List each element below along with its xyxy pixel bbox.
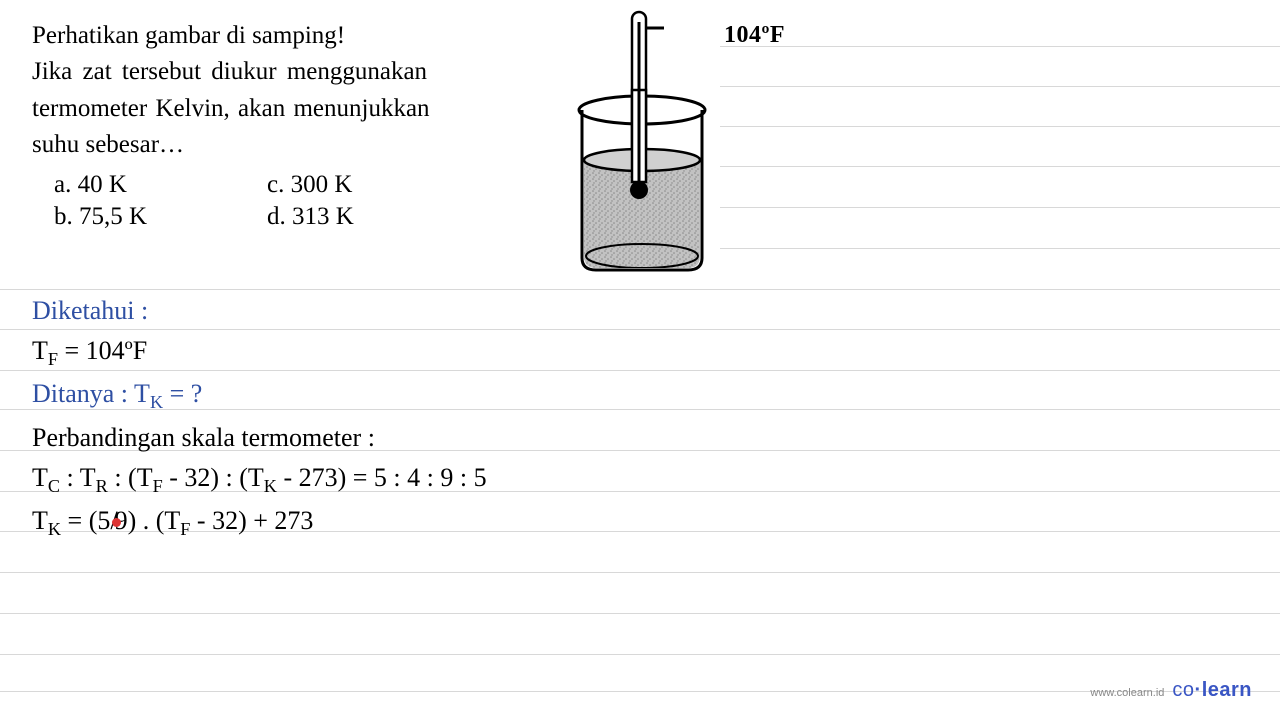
rule-line [0,654,1280,655]
subscript: F [48,349,58,369]
prompt-line: Perhatikan gambar di samping! [32,22,345,49]
question-block: Perhatikan gambar di samping! Jika zat t… [32,18,502,233]
footer: www.colearn.id co·learn [1090,679,1252,702]
text: = 104ºF [58,336,147,365]
option-c: c. 300 K [267,169,502,201]
solution-line-6: TK = (5/9) . (TF - 32) + 273 [32,501,1232,543]
answer-options: a. 40 K c. 300 K b. 75,5 K d. 313 K [32,169,502,233]
rule-line [720,207,1280,208]
text: = (5/ [61,506,118,535]
logo-text: co [1172,679,1194,701]
logo-text: learn [1202,679,1252,701]
solution-line-4: Perbandingan skala termometer : [32,418,1232,457]
question-prompt: Perhatikan gambar di samping! Jika zat t… [32,18,502,163]
text: Ditanya : T [32,379,150,408]
option-a: a. 40 K [32,169,267,201]
text: = ? [163,379,202,408]
prompt-line: Jika zat tersebut diukur menggunakan [32,58,427,85]
footer-url: www.colearn.id [1090,687,1164,699]
rule-line [0,572,1280,573]
rule-line [720,166,1280,167]
text: 9) . (TF - 32) + 273 [115,506,314,535]
prompt-line: suhu sebesar… [32,131,184,158]
subscript: K [48,520,61,540]
rule-line [720,86,1280,87]
rule-line [720,248,1280,249]
rule-line [720,126,1280,127]
option-b: b. 75,5 K [32,201,267,233]
rule-line [720,46,1280,47]
logo-dot: · [1195,679,1202,701]
text: T [32,336,48,365]
solution-line-3: Ditanya : TK = ? [32,374,1232,416]
solution-line-1: Diketahui : [32,291,1232,330]
rule-line [0,613,1280,614]
brand-logo: co·learn [1172,679,1252,702]
solution-line-5: TC : TR : (TF - 32) : (TK - 273) = 5 : 4… [32,458,1232,500]
solution-line-2: TF = 104ºF [32,331,1232,373]
text: T [32,506,48,535]
beaker-thermometer-diagram [562,10,722,275]
option-d: d. 313 K [267,201,502,233]
temperature-reading: 104ºF [724,22,785,49]
subscript: K [150,393,163,413]
rule-line [0,691,1280,692]
prompt-line: termometer Kelvin, akan menunjukkan [32,95,430,122]
solution-steps: Diketahui : TF = 104ºF Ditanya : TK = ? … [32,290,1232,545]
